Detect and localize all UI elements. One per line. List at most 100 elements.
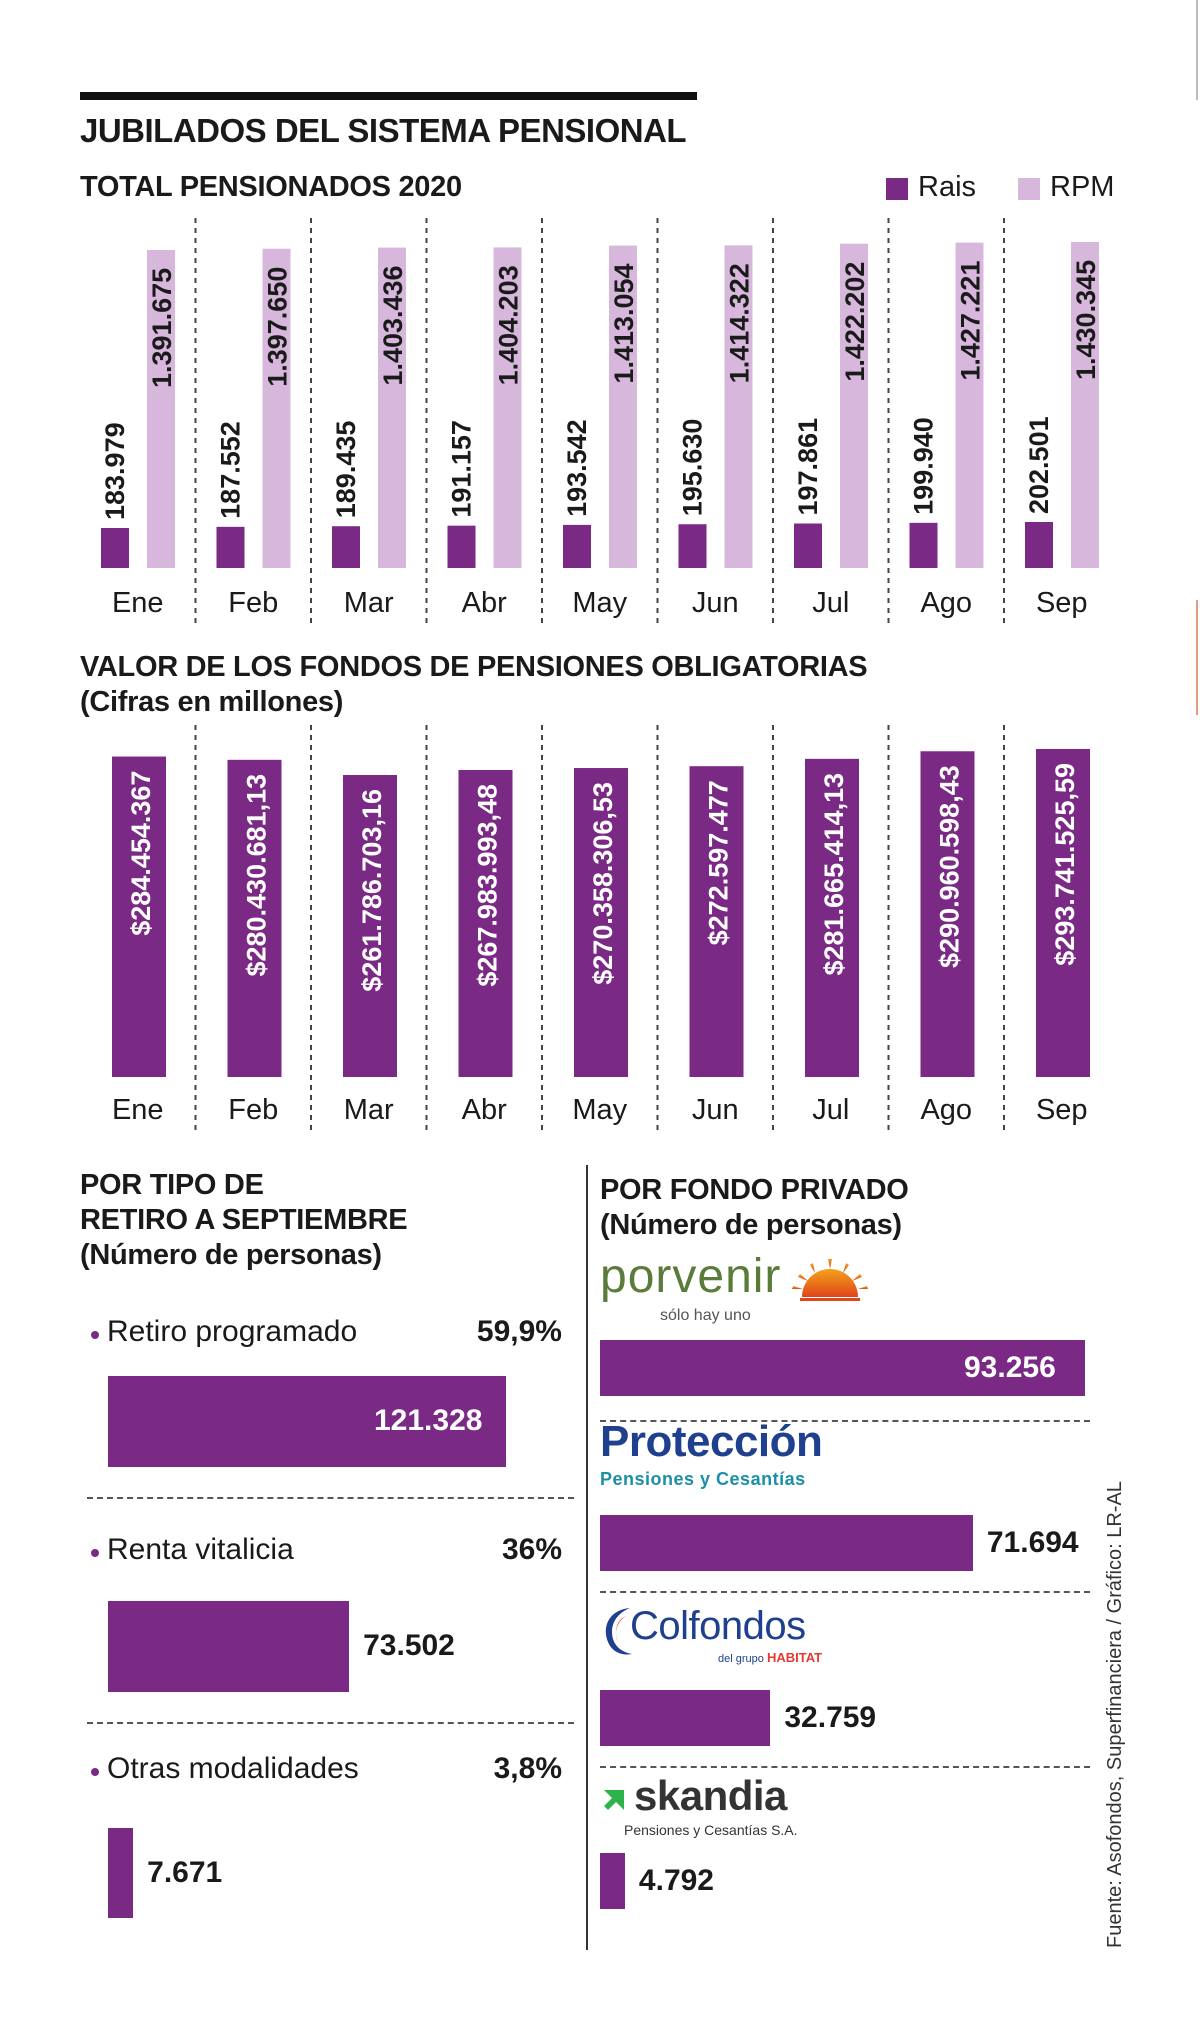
label-rais: 197.861 (793, 418, 823, 516)
skandia-tagline: Pensiones y Cesantías S.A. (624, 1822, 798, 1838)
section-divider (586, 1165, 588, 1950)
bar-fund-value (112, 756, 166, 1077)
label-fund-value: $270.358.306,53 (588, 782, 618, 985)
edge-rule-lower (1196, 600, 1198, 715)
label-rais: 202.501 (1024, 416, 1054, 514)
month-label: Jul (812, 587, 849, 619)
retirement-bullet (91, 1549, 99, 1557)
label-fund-value: $290.960.598,43 (935, 765, 965, 968)
legend-swatch-rpm (1018, 178, 1040, 200)
private-funds-title-units: (Número de personas) (600, 1209, 902, 1241)
porvenir-wordmark: porvenir (600, 1250, 782, 1303)
month-label: Abr (462, 1094, 507, 1126)
skandia-arrow-icon (604, 1790, 624, 1810)
title-rule (80, 92, 697, 100)
label-rpm: 1.397.650 (263, 267, 293, 387)
bar-fund-value (227, 759, 282, 1077)
private-fund-bar-porvenir (600, 1340, 1085, 1396)
retirement-bullet (91, 1331, 99, 1339)
month-label: Jun (692, 587, 739, 619)
label-fund-value: $280.430.681,13 (242, 774, 272, 977)
month-label: May (572, 587, 627, 619)
month-label: Ago (920, 1094, 972, 1126)
colfondos-tagline: del grupo HABITAT (718, 1650, 822, 1665)
legend-swatch-rais (886, 178, 908, 200)
retirement-bar (108, 1376, 506, 1467)
colfondos-swirl-icon (605, 1608, 632, 1655)
retirement-bar (108, 1601, 350, 1692)
retirement-percent: 3,8% (493, 1752, 562, 1785)
private-fund-value: 4.792 (638, 1864, 714, 1897)
label-fund-value: $272.597.477 (704, 780, 734, 945)
page-title: JUBILADOS DEL SISTEMA PENSIONAL (80, 112, 687, 149)
colfondos-tagline-brand: HABITAT (766, 1650, 823, 1665)
bar-fund-value (805, 758, 859, 1077)
bar-fund-value (574, 768, 628, 1077)
private-fund-bar-skandia (600, 1853, 625, 1909)
month-label: Ene (112, 587, 164, 619)
bar-rais (794, 523, 822, 568)
label-fund-value: $284.454.367 (126, 771, 156, 936)
bar-fund-value (689, 766, 744, 1077)
colfondos-tagline-prefix: del grupo (718, 1653, 764, 1665)
label-fund-value: $281.665.414,13 (819, 773, 849, 976)
retirement-bullet (91, 1768, 99, 1776)
bar-rpm (378, 247, 406, 568)
porvenir-tagline: sólo hay uno (660, 1307, 751, 1324)
bar-rais (447, 525, 476, 568)
bar-fund-value (343, 775, 397, 1077)
private-fund-value: 93.256 (964, 1351, 1056, 1384)
retirement-percent: 36% (501, 1533, 562, 1566)
skandia-logo: skandia Pensiones y Cesantías S.A. (600, 1772, 860, 1838)
proteccion-wordmark: Protección (600, 1417, 823, 1466)
legend-label-rpm: RPM (1050, 171, 1115, 203)
bar-rpm (262, 248, 291, 568)
month-label: Ene (112, 1094, 164, 1126)
label-rpm: 1.422.202 (840, 262, 870, 382)
source-note: Fuente: Asofondos, Superfinanciera / Grá… (1104, 1481, 1126, 1948)
proteccion-tagline: Pensiones y Cesantías (600, 1469, 806, 1489)
retirement-title-units: (Número de personas) (80, 1239, 382, 1271)
private-fund-value: 71.694 (986, 1526, 1079, 1559)
bar-rpm (1071, 242, 1099, 568)
retirement-value: 73.502 (363, 1629, 455, 1662)
retirement-bar (108, 1828, 134, 1918)
label-rais: 183.979 (100, 422, 130, 520)
month-label: Mar (344, 587, 394, 619)
month-label: Ago (920, 587, 972, 619)
private-funds-title: POR FONDO PRIVADO (600, 1174, 909, 1206)
label-rpm: 1.427.221 (956, 261, 986, 381)
bar-rpm (724, 245, 753, 568)
row-divider (600, 1420, 1090, 1422)
month-label: Jul (812, 1094, 849, 1126)
colfondos-logo: Colfondos del grupo HABITAT (600, 1600, 860, 1670)
label-rais: 195.630 (678, 419, 708, 517)
label-rpm: 1.430.345 (1071, 260, 1101, 380)
label-fund-value: $267.983.993,48 (473, 784, 503, 987)
retirement-label: Renta vitalicia (107, 1533, 294, 1566)
legend-label-rais: Rais (918, 171, 977, 203)
retirement-title: POR TIPO DE (80, 1169, 264, 1201)
bar-rais (101, 528, 129, 568)
label-rpm: 1.391.675 (147, 268, 177, 388)
funds-subtitle-units: (Cifras en millones) (80, 686, 344, 718)
bar-fund-value (1036, 749, 1090, 1077)
label-rpm: 1.404.203 (494, 265, 524, 385)
retirement-label: Retiro programado (107, 1315, 358, 1348)
retirement-label: Otras modalidades (107, 1752, 359, 1785)
funds-subtitle: VALOR DE LOS FONDOS DE PENSIONES OBLIGAT… (80, 651, 868, 683)
row-divider (87, 1722, 574, 1724)
pensioners-chart: 183.979 1.391.675 Ene 187.552 1.397.650 Feb 18… (100, 218, 1101, 628)
bar-rais (678, 524, 707, 568)
retirement-value: 7.671 (147, 1856, 223, 1889)
proteccion-logo: Protección Pensiones y Cesantías (600, 1417, 860, 1495)
bar-rais (909, 522, 938, 568)
bar-rpm (147, 250, 175, 568)
label-rpm: 1.414.322 (725, 263, 755, 383)
private-fund-value: 32.759 (784, 1701, 877, 1734)
private-fund-bar-proteccion (600, 1515, 973, 1571)
month-label: Sep (1036, 1094, 1088, 1126)
porvenir-logo: porvenir sólo hay uno (600, 1250, 880, 1335)
bar-rpm (955, 242, 984, 568)
month-label: Abr (462, 587, 507, 619)
